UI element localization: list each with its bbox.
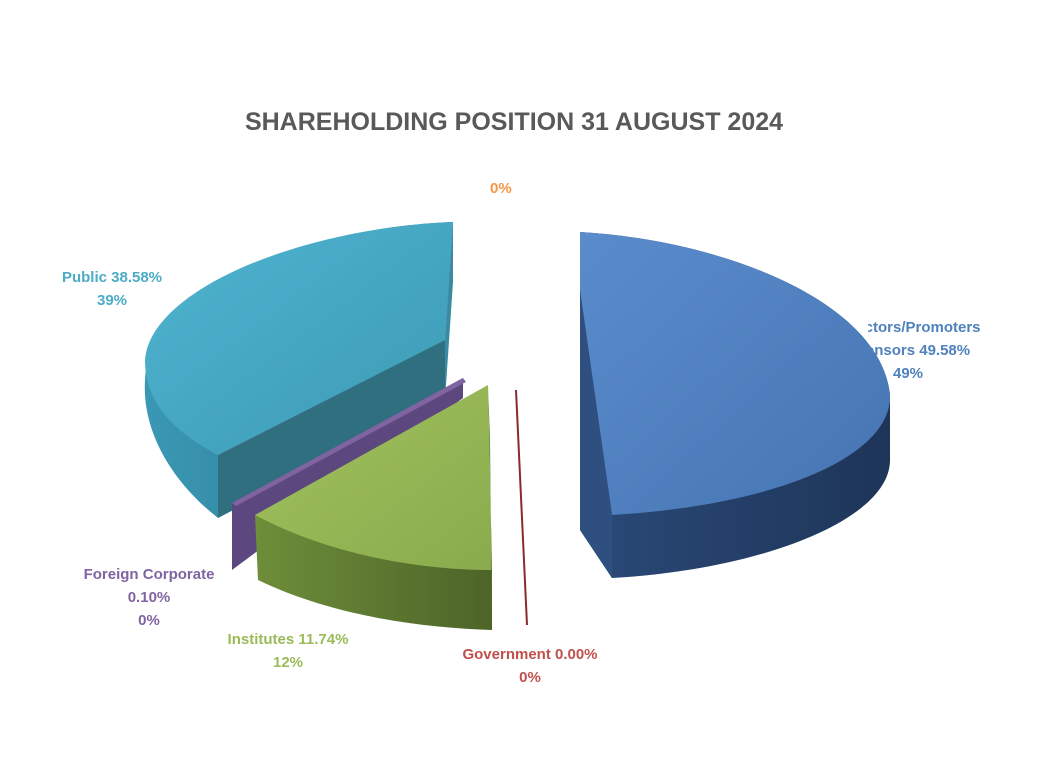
pie-slice-government (515, 390, 528, 625)
label-directors: Directors/Promoters Sponsors 49.58% 49% (868, 319, 981, 382)
chart-title: SHAREHOLDING POSITION 31 AUGUST 2024 (244, 108, 784, 136)
label-institutes: Institutes 11.74% 12% (227, 631, 349, 671)
label-foreign-corporate: Foreign Corporate 0.10% 0% (83, 566, 215, 629)
pie-slice-public (144, 222, 453, 518)
label-public: Public 38.58% 39% (61, 269, 163, 309)
pie-slice-institutes (255, 385, 492, 630)
label-other: 0% (490, 180, 512, 197)
label-government: Government 0.00% 0% (462, 646, 598, 686)
pie-slice-directors (580, 232, 891, 578)
